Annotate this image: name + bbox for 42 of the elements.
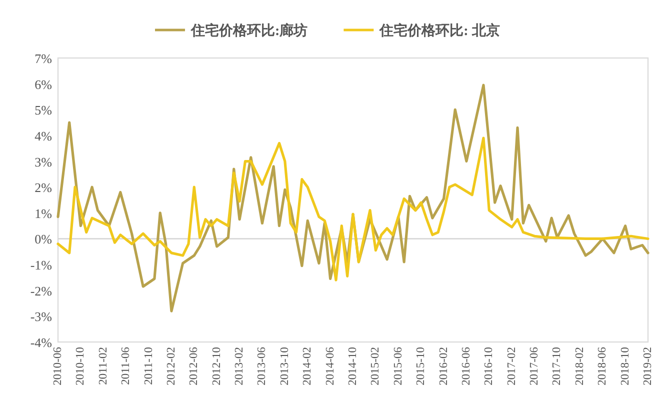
y-tick-label: 2% — [34, 180, 52, 196]
x-tick-label: 2018-10 — [619, 346, 632, 386]
x-tick-label: 2017-02 — [506, 346, 518, 386]
y-tick-label: 4% — [34, 128, 52, 144]
y-tick-label: 7% — [34, 51, 52, 66]
legend-label: 住宅价格环比:廊坊 — [190, 22, 308, 39]
x-tick-label: 2012-02 — [165, 346, 178, 386]
y-tick-label: 1% — [34, 206, 52, 221]
y-tick-label: -4% — [30, 335, 52, 350]
x-tick-label: 2014-02 — [302, 346, 314, 386]
x-tick-label: 2015-10 — [415, 346, 428, 386]
x-tick-label: 2017-06 — [528, 346, 541, 386]
x-tick-label: 2017-10 — [551, 346, 564, 386]
y-tick-label: -1% — [30, 258, 52, 273]
x-tick-label: 2014-10 — [347, 346, 359, 386]
x-tick-label: 2010-06 — [52, 346, 64, 386]
y-tick-label: 6% — [34, 76, 52, 92]
x-tick-label: 2011-10 — [142, 346, 155, 385]
x-tick-label: 2012-10 — [210, 346, 223, 386]
y-tick-label: 5% — [34, 102, 52, 118]
x-tick-label: 2013-06 — [256, 346, 268, 386]
x-tick-label: 2016-06 — [460, 346, 472, 386]
y-tick-label: -2% — [30, 283, 52, 298]
x-tick-label: 2011-06 — [120, 346, 132, 385]
x-tick-label: 2013-02 — [234, 346, 246, 386]
y-tick-label: -3% — [30, 309, 52, 324]
legend-label: 住宅价格环比: 北京 — [378, 22, 500, 39]
x-tick-label: 2016-10 — [483, 346, 496, 386]
x-tick-label: 2010-10 — [74, 346, 87, 386]
x-tick-label: 2018-06 — [596, 346, 609, 386]
x-tick-label: 2019-02 — [642, 346, 654, 386]
x-tick-label: 2018-02 — [574, 346, 586, 386]
line-series — [56, 136, 650, 282]
x-tick-label: 2012-06 — [188, 346, 200, 386]
y-tick-label: 0% — [34, 232, 52, 247]
x-tick-label: 2016-02 — [438, 346, 450, 386]
x-tick-label: 2015-02 — [370, 346, 382, 386]
y-tick-label: 3% — [34, 154, 52, 170]
x-tick-label: 2013-10 — [278, 346, 291, 386]
x-tick-label: 2015-06 — [392, 346, 404, 386]
x-tick-label: 2011-02 — [97, 346, 110, 385]
x-tick-label: 2014-06 — [324, 346, 336, 386]
